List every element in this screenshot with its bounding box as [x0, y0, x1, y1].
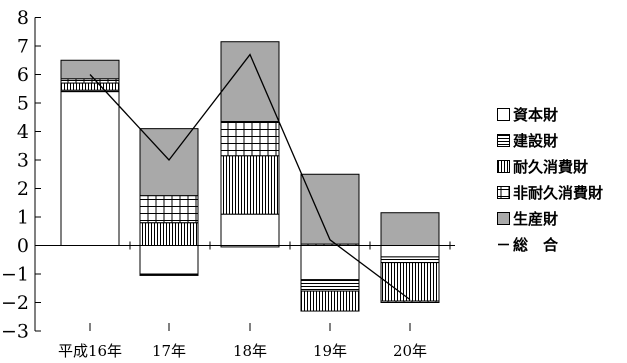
tick-labels: 8 7 6 5 4 3 2 1 0 −1 −2 −3 平成16年 17年 18年 19年 20年 — [1, 7, 427, 360]
bar-segment — [220, 155, 280, 215]
bar-segment — [220, 121, 280, 157]
legend-swatch-icon — [497, 211, 510, 225]
y-tick-label: 5 — [17, 93, 29, 115]
bar-segment — [60, 91, 120, 246]
bar-segment — [380, 300, 440, 304]
bar-segment — [139, 245, 199, 275]
legend-swatch-icon — [497, 185, 510, 199]
x-tick-label: 20年 — [393, 342, 427, 360]
bar-segment — [300, 290, 360, 312]
y-tick-label: 7 — [17, 36, 29, 58]
bar-segment — [220, 213, 280, 246]
legend-label: 非耐久消費財 — [513, 183, 604, 202]
total-line — [89, 53, 411, 301]
legend-item: ▥耐久消費財 — [497, 153, 603, 179]
y-tick-label: 3 — [17, 150, 29, 172]
y-tick-label: 4 — [17, 121, 29, 143]
y-tick-label: −2 — [1, 292, 29, 314]
bars — [60, 41, 440, 312]
legend-swatch-icon — [497, 159, 510, 173]
legend: □資本財▤建設財▥耐久消費財⊞非耐久消費財■生産財−総 合 — [497, 101, 603, 257]
legend-item: −総 合 — [497, 231, 603, 257]
bar-segment — [300, 279, 360, 292]
legend-swatch-icon — [497, 107, 510, 121]
bar-segment — [60, 59, 120, 80]
x-tick-label: 19年 — [313, 342, 347, 360]
bar-segment — [139, 273, 199, 276]
bar-segment — [60, 82, 120, 91]
bar-segment — [220, 245, 280, 248]
bar-segment — [380, 245, 440, 258]
x-tick-label: 平成16年 — [58, 342, 122, 360]
bar-segment — [139, 222, 199, 246]
legend-label: 生産財 — [513, 209, 559, 228]
bar-segment — [60, 78, 120, 84]
legend-item: □資本財 — [497, 101, 603, 127]
y-tick-label: 8 — [17, 7, 29, 29]
x-tick-label: 17年 — [152, 342, 186, 360]
legend-item: ■生産財 — [497, 205, 603, 231]
legend-swatch-icon — [497, 133, 510, 147]
y-tick-label: 1 — [17, 207, 29, 229]
bar-segment — [139, 195, 199, 224]
bar-segment — [380, 262, 440, 302]
legend-swatch-icon — [498, 243, 509, 245]
legend-label: 総 合 — [513, 235, 559, 254]
legend-item: ⊞非耐久消費財 — [497, 179, 603, 205]
legend-label: 耐久消費財 — [513, 157, 589, 176]
y-tick-label: 2 — [17, 178, 29, 200]
bar-segment — [380, 256, 440, 264]
bar-segment — [300, 245, 360, 281]
bar-segment — [300, 173, 360, 245]
y-tick-label: −1 — [1, 264, 29, 286]
bar-segment — [380, 212, 440, 247]
total-series-line — [89, 53, 411, 301]
legend-label: 資本財 — [513, 105, 559, 124]
legend-label: 建設財 — [513, 131, 559, 150]
y-tick-label: −3 — [1, 321, 29, 343]
y-tick-label: 6 — [17, 64, 29, 86]
y-tick-label: 0 — [17, 235, 29, 257]
legend-item: ▤建設財 — [497, 127, 603, 153]
x-tick-label: 18年 — [233, 342, 267, 360]
